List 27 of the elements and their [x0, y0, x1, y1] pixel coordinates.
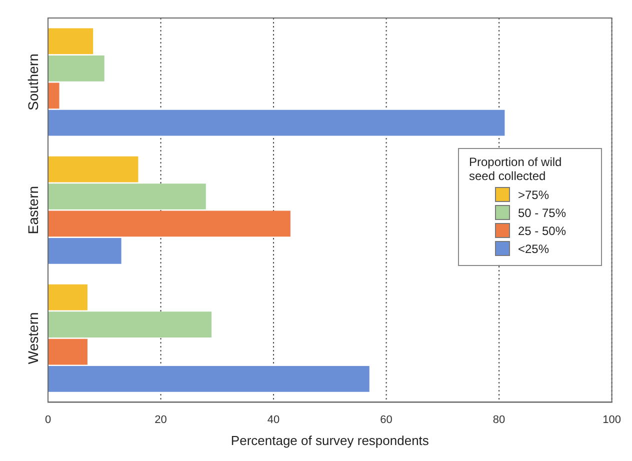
bar: [48, 56, 104, 82]
bar: [48, 284, 88, 310]
legend-label: >75%: [518, 188, 550, 202]
x-axis-title: Percentage of survey respondents: [230, 432, 430, 448]
x-tick-label: 20: [154, 414, 167, 426]
bar: [48, 238, 122, 264]
bar: [48, 312, 212, 338]
bar: [48, 110, 505, 136]
y-tick-label: Eastern: [24, 186, 41, 234]
x-tick-label: 60: [380, 414, 392, 426]
bar: [48, 82, 60, 109]
legend-title: Proportion of wild seed collected: [469, 155, 563, 183]
bar: [48, 366, 370, 392]
y-tick-label: Western: [24, 312, 41, 364]
bar: [48, 156, 138, 182]
x-tick-label: 100: [602, 414, 622, 426]
y-tick-label: Southern: [24, 54, 41, 110]
bar: [48, 338, 88, 365]
x-tick-label: 0: [44, 414, 52, 426]
bar: [48, 184, 206, 210]
bar: [48, 210, 290, 237]
legend-label: 50 - 75%: [518, 206, 566, 220]
bar: [48, 28, 94, 54]
x-tick-label: 80: [492, 414, 506, 426]
legend-label: <25%: [518, 242, 550, 256]
x-tick-label: 40: [267, 414, 280, 426]
legend-label: 25 - 50%: [518, 224, 566, 238]
